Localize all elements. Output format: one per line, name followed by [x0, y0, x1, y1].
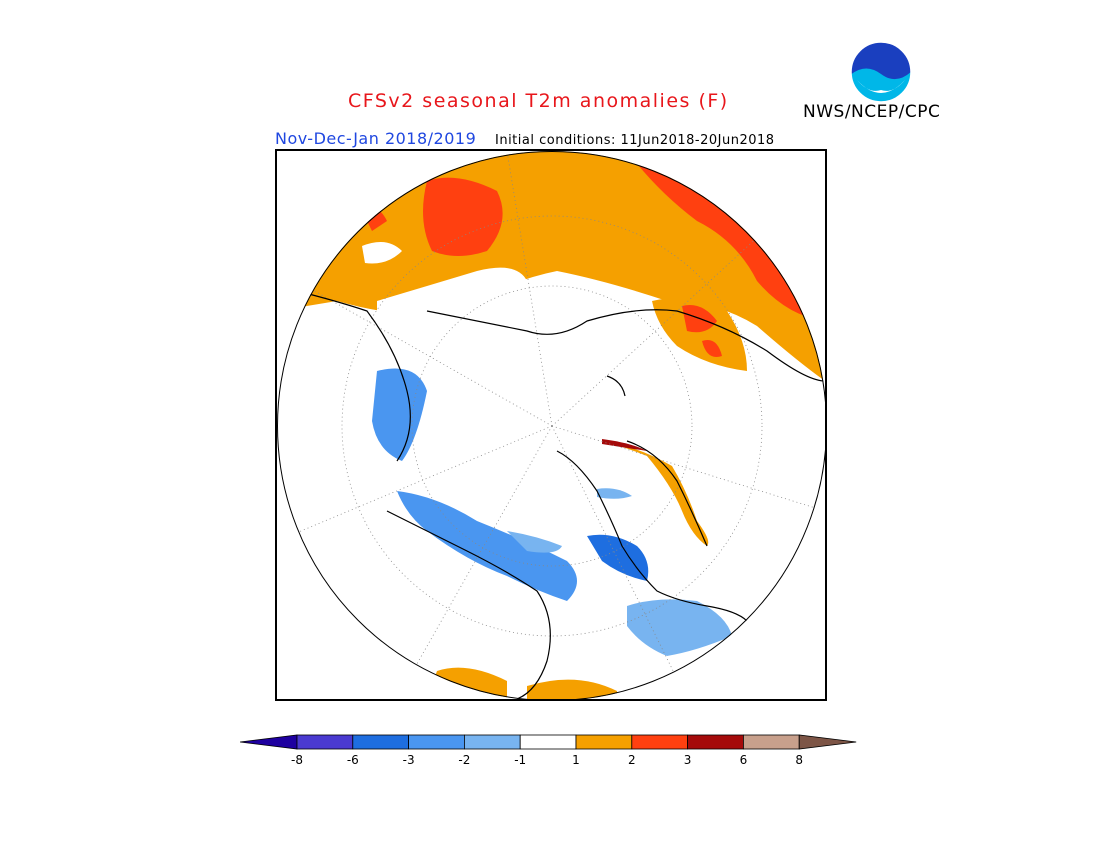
- colorbar-segment: [631, 734, 688, 750]
- colorbar-segment: [575, 734, 633, 750]
- colorbar-segment: [408, 734, 465, 750]
- cold-east-canada: [627, 599, 732, 656]
- colorbar-label: -8: [291, 753, 303, 767]
- cold-north-america: [397, 491, 577, 601]
- colorbar-segment: [687, 734, 744, 750]
- polar-anomaly-map: [275, 149, 827, 701]
- colorbar-label: -2: [458, 753, 470, 767]
- colorbar-label: -1: [514, 753, 526, 767]
- neutral-arctic-edge: [377, 267, 527, 321]
- noaa-logo-icon: [849, 40, 913, 104]
- strong-warm-rim-alaska: [602, 439, 647, 451]
- colorbar-segment: [463, 734, 521, 750]
- warm-south-edge-2: [527, 679, 617, 699]
- colorbar-label: 2: [628, 753, 636, 767]
- colorbar-label: 1: [572, 753, 580, 767]
- colorbar-arrow-low: [239, 734, 298, 750]
- neutral-patch: [362, 242, 402, 264]
- cold-hudson: [507, 531, 562, 553]
- colorbar-segment: [519, 734, 577, 750]
- strong-warm-europe: [423, 177, 503, 256]
- color-legend: -8 -6 -3 -2 -1 1 2 3 6 8: [239, 733, 860, 773]
- cold-canada-core: [587, 534, 649, 581]
- colorbar-segment: [296, 734, 354, 750]
- chart-title: CFSv2 seasonal T2m anomalies (F): [348, 90, 729, 112]
- warm-rim-alaska: [602, 441, 709, 546]
- forecast-period: Nov-Dec-Jan 2018/2019: [275, 129, 477, 148]
- colorbar-label: 8: [795, 753, 803, 767]
- warm-east-asia: [652, 297, 747, 371]
- cold-scandinavia: [372, 368, 427, 461]
- colorbar-segment: [742, 734, 800, 750]
- colorbar-label: 6: [740, 753, 748, 767]
- strong-warm-east-asia-2: [702, 340, 722, 357]
- colorbar-label: -6: [347, 753, 359, 767]
- cold-greenland-edge: [597, 488, 632, 499]
- colorbar-segment: [352, 734, 410, 750]
- colorbar-label: -3: [403, 753, 415, 767]
- colorbar-arrow-high: [798, 734, 857, 750]
- initial-conditions: Initial conditions: 11Jun2018-20Jun2018: [495, 133, 775, 148]
- agency-label: NWS/NCEP/CPC: [803, 102, 941, 122]
- colorbar-label: 3: [684, 753, 692, 767]
